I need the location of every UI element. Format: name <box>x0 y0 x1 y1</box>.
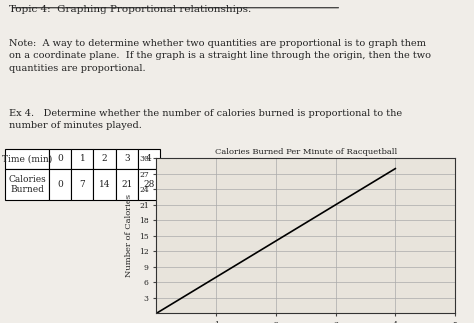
Text: 14: 14 <box>99 180 110 189</box>
Bar <box>93 149 116 169</box>
Text: Time (min): Time (min) <box>2 154 52 163</box>
Bar <box>71 169 93 200</box>
Text: Topic 4:  Graphing Proportional relationships.: Topic 4: Graphing Proportional relations… <box>9 5 252 14</box>
Bar <box>5 149 49 169</box>
Text: 0: 0 <box>57 180 63 189</box>
Text: 2: 2 <box>102 154 108 163</box>
Bar <box>138 169 160 200</box>
Bar <box>116 149 138 169</box>
Bar <box>138 149 160 169</box>
Text: Calories
Burned: Calories Burned <box>8 175 46 194</box>
Text: Ex 4.   Determine whether the number of calories burned is proportional to the
n: Ex 4. Determine whether the number of ca… <box>9 109 402 130</box>
Bar <box>71 149 93 169</box>
Bar <box>49 169 71 200</box>
Bar <box>93 169 116 200</box>
Text: Note:  A way to determine whether two quantities are proportional is to graph th: Note: A way to determine whether two qua… <box>9 39 431 73</box>
Bar <box>49 149 71 169</box>
Text: 7: 7 <box>80 180 85 189</box>
Title: Calories Burned Per Minute of Racquetball: Calories Burned Per Minute of Racquetbal… <box>215 148 397 156</box>
Bar <box>5 169 49 200</box>
Text: 1: 1 <box>80 154 85 163</box>
Y-axis label: Number of Calories: Number of Calories <box>125 194 133 277</box>
Text: 4: 4 <box>146 154 152 163</box>
Text: 3: 3 <box>124 154 129 163</box>
Text: 21: 21 <box>121 180 132 189</box>
Text: 28: 28 <box>143 180 155 189</box>
Bar <box>116 169 138 200</box>
Text: 0: 0 <box>57 154 63 163</box>
